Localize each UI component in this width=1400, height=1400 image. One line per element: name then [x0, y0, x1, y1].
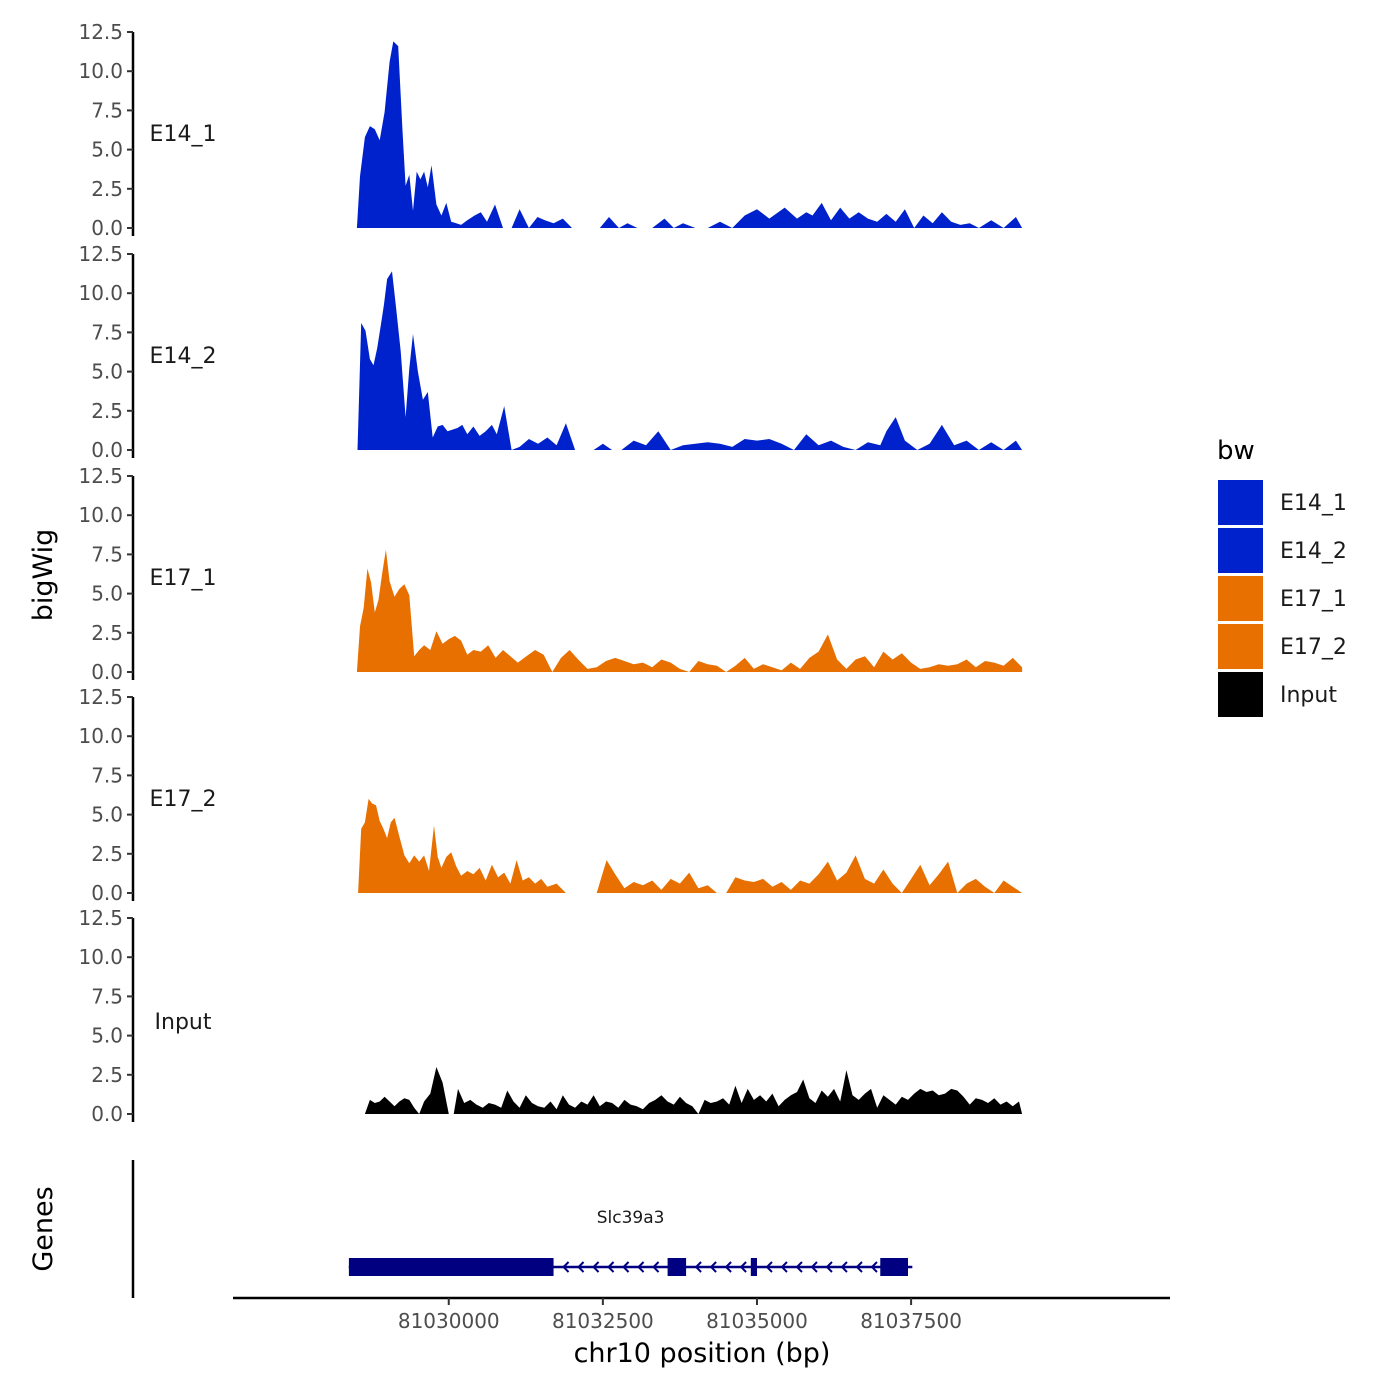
legend-key-input [1218, 672, 1263, 717]
legend-key-e17-2 [1218, 624, 1263, 669]
strand-arrow [840, 1261, 848, 1273]
tracks: 0.0 2.5 5.0 7.5 10.0 12.5 E14_1 0.0 2.5 5.0 7.5 10.… [78, 20, 1023, 1126]
area-e17-2 [358, 798, 1023, 893]
area-e14-1 [356, 41, 1023, 229]
legend-label: E14_2 [1280, 539, 1347, 564]
legend-label: E17_2 [1280, 635, 1347, 660]
track-e14-1: 0.0 2.5 5.0 7.5 10.0 12.5 E14_1 [78, 20, 1023, 240]
legend-label: Input [1280, 683, 1337, 708]
legend-label: E14_1 [1280, 491, 1347, 516]
y-tick-label: 0.0 [91, 660, 123, 684]
strand-arrow [562, 1261, 570, 1273]
y-tick-label: 7.5 [91, 320, 123, 344]
track-e17-2: 0.0 2.5 5.0 7.5 10.0 12.5 E17_2 [78, 685, 1023, 905]
legend-label: E17_1 [1280, 587, 1347, 612]
track-label: E17_2 [150, 787, 217, 812]
legend-key-e17-1 [1218, 576, 1263, 621]
y-tick-label: 2.5 [91, 621, 123, 645]
track-input: 0.0 2.5 5.0 7.5 10.0 12.5 Input [78, 906, 1023, 1126]
strand-arrow [870, 1261, 878, 1273]
gene-exon [667, 1258, 687, 1276]
strand-arrow [637, 1261, 645, 1273]
gene-exon [348, 1258, 554, 1276]
genes-axis-title: Genes [28, 1186, 59, 1271]
x-axis-title: chr10 position (bp) [574, 1338, 831, 1369]
y-tick-label: 12.5 [78, 464, 123, 488]
y-axis-title: bigWig [28, 529, 59, 622]
legend: bw E14_1 E14_2 E17_1 E17_2 Input [1217, 436, 1347, 717]
strand-arrow [739, 1261, 747, 1273]
legend-key-e14-2 [1218, 528, 1263, 573]
y-tick-label: 12.5 [78, 685, 123, 709]
y-tick-label: 5.0 [91, 360, 123, 384]
strand-arrow [592, 1261, 600, 1273]
y-tick-label: 0.0 [91, 1102, 123, 1126]
area-input [364, 1067, 1023, 1114]
y-tick-label: 10.0 [78, 59, 123, 83]
y-tick-label: 0.0 [91, 881, 123, 905]
y-tick-label: 7.5 [91, 542, 123, 566]
x-tick-label: 81037500 [860, 1309, 962, 1333]
x-axis: 81030000 81032500 81035000 81037500 [233, 1296, 1170, 1333]
legend-key-e14-1 [1218, 480, 1263, 525]
strand-arrow [622, 1261, 630, 1273]
y-tick-label: 7.5 [91, 763, 123, 787]
area-e14-2 [357, 271, 1023, 450]
y-tick-label: 5.0 [91, 803, 123, 827]
x-tick-label: 81030000 [398, 1309, 500, 1333]
strand-arrow [765, 1261, 773, 1273]
y-tick-label: 0.0 [91, 438, 123, 462]
y-tick-label: 2.5 [91, 399, 123, 423]
y-tick-label: 5.0 [91, 582, 123, 606]
y-tick-label: 10.0 [78, 724, 123, 748]
y-tick-label: 5.0 [91, 138, 123, 162]
track-label: E14_2 [150, 344, 217, 369]
track-e14-2: 0.0 2.5 5.0 7.5 10.0 12.5 E14_2 [78, 242, 1023, 462]
y-tick-label: 2.5 [91, 177, 123, 201]
y-tick-label: 10.0 [78, 281, 123, 305]
strand-arrow [724, 1261, 732, 1273]
strand-arrow [795, 1261, 803, 1273]
strand-arrow [825, 1261, 833, 1273]
y-tick-label: 5.0 [91, 1024, 123, 1048]
track-label: E17_1 [150, 566, 217, 591]
strand-arrow [810, 1261, 818, 1273]
y-tick-label: 7.5 [91, 984, 123, 1008]
strand-arrow [855, 1261, 863, 1273]
track-label: Input [155, 1010, 212, 1035]
y-tick-label: 12.5 [78, 20, 123, 44]
y-tick-label: 10.0 [78, 945, 123, 969]
y-tick-label: 12.5 [78, 242, 123, 266]
gene-track: Slc39a3 [131, 1160, 913, 1298]
y-tick-label: 7.5 [91, 98, 123, 122]
strand-arrow [780, 1261, 788, 1273]
gene-name-label: Slc39a3 [597, 1208, 665, 1228]
strand-arrow [607, 1261, 615, 1273]
y-tick-label: 0.0 [91, 216, 123, 240]
gene-exon [750, 1258, 757, 1276]
y-tick-label: 12.5 [78, 906, 123, 930]
track-label: E14_1 [150, 122, 217, 147]
y-tick-label: 2.5 [91, 1063, 123, 1087]
strand-arrow [577, 1261, 585, 1273]
gene-exon [880, 1258, 909, 1276]
x-tick-label: 81035000 [706, 1309, 808, 1333]
area-e17-1 [356, 549, 1023, 672]
y-tick-label: 10.0 [78, 503, 123, 527]
legend-title: bw [1217, 436, 1255, 466]
x-tick-label: 81032500 [552, 1309, 654, 1333]
strand-arrow [652, 1261, 660, 1273]
y-tick-label: 2.5 [91, 842, 123, 866]
track-e17-1: 0.0 2.5 5.0 7.5 10.0 12.5 E17_1 [78, 464, 1023, 684]
strand-arrow [694, 1261, 702, 1273]
strand-arrow [709, 1261, 717, 1273]
